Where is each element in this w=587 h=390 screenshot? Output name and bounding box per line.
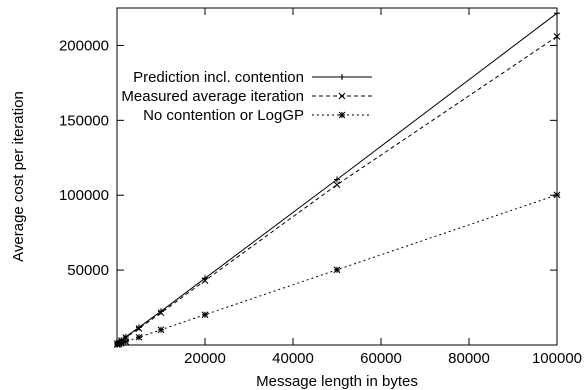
- legend-marker: [338, 111, 346, 119]
- data-point: [157, 309, 165, 317]
- data-point: [553, 191, 561, 199]
- data-point: [135, 325, 143, 332]
- x-tick-label: 60000: [360, 350, 402, 367]
- y-tick-label: 100000: [59, 187, 109, 204]
- data-point: [333, 181, 341, 189]
- data-point: [333, 266, 341, 274]
- data-point: [201, 277, 209, 284]
- x-tick-label: 40000: [272, 350, 314, 367]
- x-tick-label: 100000: [532, 350, 582, 367]
- series-line-3: [117, 194, 558, 346]
- data-point: [201, 311, 209, 319]
- x-tick-label: 80000: [448, 350, 490, 367]
- legend-label: Measured average iteration: [121, 88, 304, 105]
- data-point: [334, 176, 340, 183]
- data-point: [553, 33, 561, 40]
- data-point: [554, 10, 560, 17]
- data-point: [118, 339, 125, 347]
- legend: Prediction incl. contention Measured aver…: [121, 69, 372, 124]
- legend-marker: [339, 74, 345, 80]
- legend-marker: [338, 92, 346, 100]
- data-point: [157, 326, 165, 334]
- y-tick-label: 50000: [67, 262, 109, 279]
- series-layer: [114, 10, 561, 348]
- legend-label: Prediction incl. contention: [133, 69, 304, 86]
- y-axis-title: Average cost per iteration: [10, 91, 27, 262]
- y-tick-label: 200000: [59, 37, 109, 54]
- y-tick-label: 150000: [59, 112, 109, 129]
- legend-label: No contention or LogGP: [143, 107, 304, 124]
- x-tick-label: 20000: [184, 350, 226, 367]
- plot-frame: [116, 7, 558, 346]
- data-point: [122, 338, 130, 346]
- data-point: [135, 333, 143, 341]
- x-axis-title: Message length in bytes: [256, 373, 418, 390]
- axis-ticks: 50000 100000 150000 200000 20000 40000 60000 80…: [59, 8, 582, 367]
